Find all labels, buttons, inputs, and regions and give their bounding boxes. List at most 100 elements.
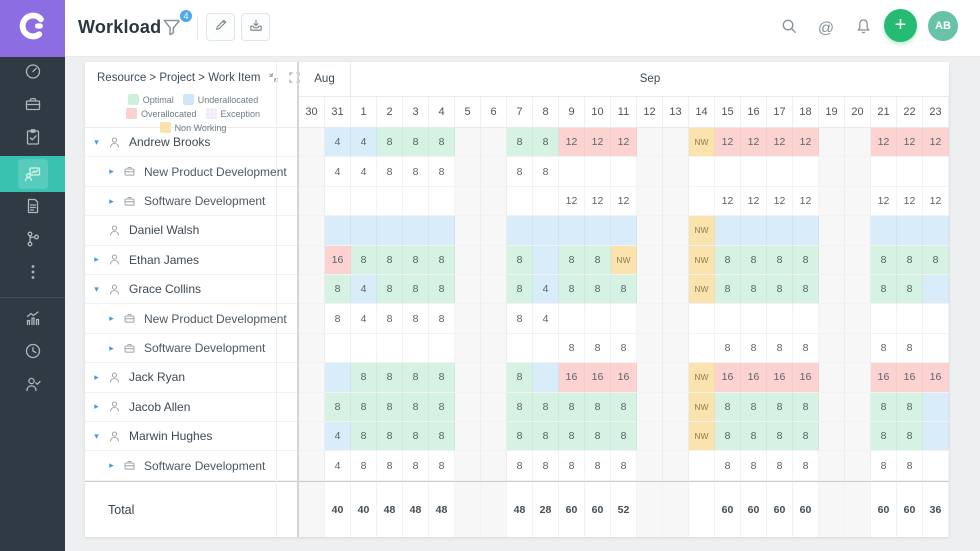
workload-cell[interactable]: 4 — [351, 128, 377, 157]
resource-name[interactable]: Jacob Allen — [129, 399, 191, 414]
sidebar-item-resources[interactable] — [0, 370, 65, 403]
workload-cell[interactable]: 8 — [793, 422, 819, 451]
project-row[interactable]: ▸ New Product Development 4 4 8 8 8 8 8 — [85, 157, 949, 187]
workload-cell[interactable]: 4 — [533, 304, 559, 333]
resource-name[interactable]: Daniel Walsh — [129, 223, 200, 238]
workload-cell[interactable]: 12 — [923, 128, 949, 157]
workload-cell[interactable] — [897, 216, 923, 245]
project-name[interactable]: Software Development — [144, 341, 266, 356]
workload-cell[interactable] — [923, 422, 949, 451]
workload-cell[interactable]: 8 — [585, 392, 611, 422]
workload-cell[interactable]: NW — [689, 216, 715, 245]
workload-cell[interactable]: 12 — [793, 128, 819, 157]
resource-row[interactable]: ▸ Jack Ryan 8 8 8 8 8 16 16 16 NW 16 16 16 16 16 16 16 — [85, 363, 949, 393]
workload-cell[interactable] — [741, 216, 767, 245]
workload-cell[interactable]: 8 — [507, 363, 533, 392]
workload-cell[interactable]: 4 — [533, 275, 559, 304]
workload-cell[interactable]: 8 — [611, 422, 637, 451]
workload-cell[interactable] — [923, 216, 949, 245]
workload-cell[interactable]: 8 — [897, 422, 923, 451]
workload-cell[interactable]: 16 — [897, 363, 923, 392]
workload-cell[interactable] — [533, 363, 559, 392]
workload-cell[interactable]: 8 — [429, 275, 455, 304]
export-button[interactable] — [241, 13, 270, 41]
workload-cell[interactable] — [923, 392, 949, 422]
workload-cell[interactable]: 8 — [793, 451, 819, 480]
resource-name[interactable]: Jack Ryan — [129, 370, 186, 385]
workload-cell[interactable]: 8 — [403, 157, 429, 186]
workload-cell[interactable]: 8 — [585, 333, 611, 363]
workload-cell[interactable]: 8 — [377, 451, 403, 480]
workload-cell[interactable]: 8 — [585, 451, 611, 480]
workload-cell[interactable]: 8 — [403, 304, 429, 333]
workload-cell[interactable]: 8 — [611, 275, 637, 304]
expand-arrow-icon[interactable]: ▸ — [109, 460, 114, 471]
sidebar-item-branches[interactable] — [0, 225, 65, 258]
workload-cell[interactable]: 12 — [871, 186, 897, 216]
workload-cell[interactable]: 8 — [715, 422, 741, 451]
workload-cell[interactable]: 8 — [403, 422, 429, 451]
project-name[interactable]: Software Development — [144, 194, 266, 209]
workload-cell[interactable]: 8 — [767, 245, 793, 275]
workload-cell[interactable]: 8 — [377, 392, 403, 422]
workload-cell[interactable]: 8 — [377, 275, 403, 304]
workload-cell[interactable]: 8 — [351, 392, 377, 422]
workload-cell[interactable]: 12 — [923, 186, 949, 216]
resource-name[interactable]: Andrew Brooks — [129, 135, 211, 150]
expand-arrow-icon[interactable]: ▸ — [94, 371, 99, 382]
workload-cell[interactable] — [507, 216, 533, 245]
project-row[interactable]: ▸ Software Development 4 8 8 8 8 8 8 8 8 8 8 8 8 8 8 8 — [85, 451, 949, 481]
workload-cell[interactable]: 12 — [611, 186, 637, 216]
resource-row[interactable]: ▾ Marwin Hughes 4 8 8 8 8 8 8 8 8 8 NW 8 8 8 8 8 8 — [85, 422, 949, 452]
workload-cell[interactable]: 12 — [793, 186, 819, 216]
workload-cell[interactable]: NW — [689, 363, 715, 392]
workload-cell[interactable]: NW — [689, 128, 715, 157]
workload-cell[interactable]: 8 — [793, 392, 819, 422]
workload-cell[interactable]: 8 — [403, 392, 429, 422]
workload-cell[interactable]: 8 — [715, 275, 741, 304]
workload-cell[interactable]: 4 — [325, 451, 351, 480]
resource-row[interactable]: ▸ Jacob Allen 8 8 8 8 8 8 8 8 8 8 NW 8 8 8 8 8 8 — [85, 392, 949, 423]
workload-cell[interactable]: 8 — [403, 363, 429, 392]
workload-cell[interactable]: 8 — [741, 275, 767, 304]
workload-cell[interactable]: 8 — [897, 275, 923, 304]
workload-cell[interactable]: 8 — [429, 245, 455, 275]
workload-cell[interactable] — [377, 216, 403, 245]
workload-cell[interactable]: 12 — [585, 186, 611, 216]
workload-cell[interactable]: 12 — [559, 186, 585, 216]
resource-row[interactable]: ▸ Ethan James 16 8 8 8 8 8 8 8 NW NW 8 8 8 8 8 8 8 — [85, 245, 949, 276]
workload-cell[interactable] — [533, 216, 559, 245]
workload-cell[interactable]: 8 — [429, 422, 455, 451]
workload-cell[interactable]: 8 — [611, 392, 637, 422]
project-name[interactable]: New Product Development — [144, 164, 287, 179]
workload-cell[interactable]: 12 — [871, 128, 897, 157]
workload-cell[interactable]: 8 — [559, 451, 585, 480]
resource-name[interactable]: Grace Collins — [129, 282, 202, 297]
panel-splitter[interactable] — [297, 62, 299, 537]
workload-cell[interactable]: NW — [611, 245, 637, 275]
workload-cell[interactable]: 8 — [325, 304, 351, 333]
workload-cell[interactable]: 8 — [871, 392, 897, 422]
workload-cell[interactable]: 8 — [897, 245, 923, 275]
workload-cell[interactable]: 4 — [351, 304, 377, 333]
workload-cell[interactable]: 4 — [351, 275, 377, 304]
workload-cell[interactable]: 8 — [741, 422, 767, 451]
workload-cell[interactable]: 8 — [715, 245, 741, 275]
project-name[interactable]: Software Development — [144, 458, 266, 473]
workload-cell[interactable]: 8 — [403, 245, 429, 275]
expand-fullscreen-button[interactable] — [287, 70, 302, 85]
workload-cell[interactable]: 8 — [429, 392, 455, 422]
workload-cell[interactable]: 12 — [715, 128, 741, 157]
workload-cell[interactable]: NW — [689, 422, 715, 451]
collapse-arrow-icon[interactable]: ▾ — [94, 136, 99, 147]
workload-cell[interactable] — [325, 216, 351, 245]
workload-cell[interactable]: 8 — [377, 128, 403, 157]
workload-cell[interactable]: NW — [689, 245, 715, 275]
workload-cell[interactable]: 4 — [325, 128, 351, 157]
project-row[interactable]: ▸ Software Development 8 8 8 8 8 8 8 8 8 — [85, 333, 949, 364]
resource-row[interactable]: ▾ Grace Collins 8 4 8 8 8 8 4 8 8 8 NW 8 8 8 8 8 8 — [85, 275, 949, 305]
workload-cell[interactable]: 8 — [897, 333, 923, 363]
workload-cell[interactable] — [767, 216, 793, 245]
workload-cell[interactable]: 8 — [559, 392, 585, 422]
expand-arrow-icon[interactable]: ▸ — [94, 401, 99, 412]
